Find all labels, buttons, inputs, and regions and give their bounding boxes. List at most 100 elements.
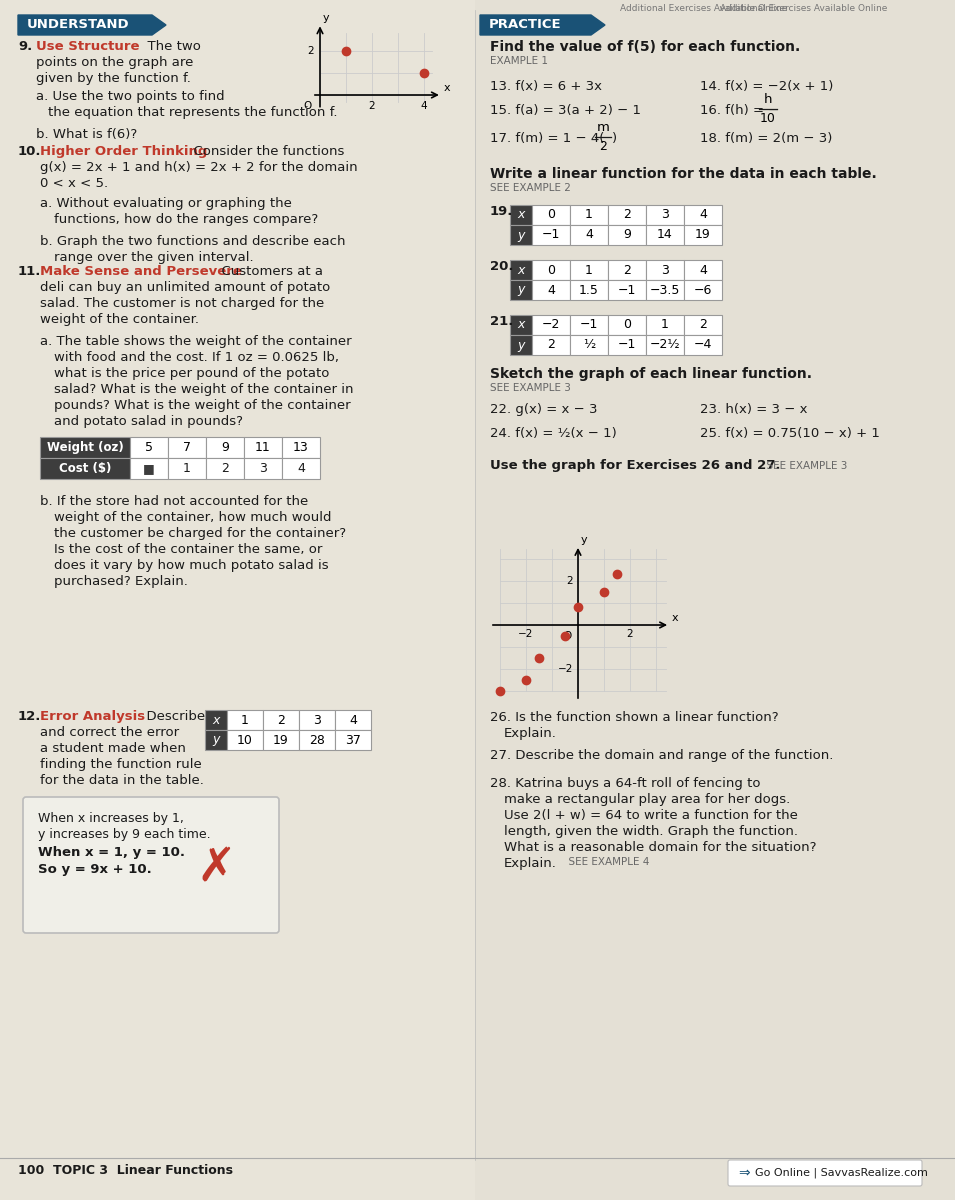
Text: b. What is f(6)?: b. What is f(6)? bbox=[36, 128, 138, 140]
Text: Describe: Describe bbox=[138, 710, 205, 722]
Text: 2: 2 bbox=[623, 264, 631, 276]
Text: weight of the container, how much would: weight of the container, how much would bbox=[54, 511, 331, 524]
Bar bbox=[570, 205, 608, 226]
Text: 28. Katrina buys a 64-ft roll of fencing to: 28. Katrina buys a 64-ft roll of fencing… bbox=[490, 778, 760, 790]
Bar bbox=[510, 335, 532, 355]
Text: 14. f(x) = −2(x + 1): 14. f(x) = −2(x + 1) bbox=[700, 80, 834, 92]
Polygon shape bbox=[480, 14, 605, 35]
Bar bbox=[205, 710, 227, 730]
Bar bbox=[335, 710, 371, 730]
Text: Sketch the graph of each linear function.: Sketch the graph of each linear function… bbox=[490, 367, 812, 382]
Text: y: y bbox=[518, 338, 524, 352]
Text: 2: 2 bbox=[277, 714, 285, 726]
Text: a student made when: a student made when bbox=[40, 742, 186, 755]
Bar bbox=[532, 280, 570, 300]
Text: 19.: 19. bbox=[490, 205, 514, 218]
Bar bbox=[646, 280, 684, 300]
Text: range over the given interval.: range over the given interval. bbox=[54, 251, 254, 264]
Bar bbox=[263, 730, 299, 750]
Text: Is the cost of the container the same, or: Is the cost of the container the same, o… bbox=[54, 542, 323, 556]
Bar bbox=[263, 710, 299, 730]
Bar bbox=[510, 260, 532, 280]
Text: The two: The two bbox=[139, 40, 201, 53]
Text: 2: 2 bbox=[221, 462, 229, 475]
Bar bbox=[244, 458, 282, 479]
Bar bbox=[244, 437, 282, 458]
Text: 0: 0 bbox=[623, 318, 631, 331]
Bar bbox=[205, 730, 227, 750]
Text: b. If the store had not accounted for the: b. If the store had not accounted for th… bbox=[40, 494, 308, 508]
Text: −2: −2 bbox=[558, 664, 573, 674]
Text: and correct the error: and correct the error bbox=[40, 726, 180, 739]
Text: 14: 14 bbox=[657, 228, 673, 241]
Text: O: O bbox=[304, 101, 312, 110]
Text: the equation that represents the function f.: the equation that represents the functio… bbox=[48, 106, 337, 119]
Text: EXAMPLE 1: EXAMPLE 1 bbox=[490, 56, 548, 66]
Text: 12.: 12. bbox=[18, 710, 41, 722]
Text: 4: 4 bbox=[297, 462, 305, 475]
Text: What is a reasonable domain for the situation?: What is a reasonable domain for the situ… bbox=[504, 841, 817, 854]
FancyBboxPatch shape bbox=[728, 1160, 922, 1186]
Text: 3: 3 bbox=[661, 264, 668, 276]
Text: Cost ($): Cost ($) bbox=[59, 462, 111, 475]
Text: ½: ½ bbox=[583, 338, 595, 352]
Bar bbox=[608, 226, 646, 245]
Text: functions, how do the ranges compare?: functions, how do the ranges compare? bbox=[54, 214, 318, 226]
Text: −1: −1 bbox=[580, 318, 598, 331]
Bar bbox=[510, 280, 532, 300]
Bar bbox=[646, 205, 684, 226]
Text: −2: −2 bbox=[519, 629, 534, 638]
Bar bbox=[608, 314, 646, 335]
Text: x: x bbox=[212, 714, 220, 726]
Text: Use Structure: Use Structure bbox=[36, 40, 139, 53]
Text: 4: 4 bbox=[585, 228, 593, 241]
Text: 3: 3 bbox=[259, 462, 267, 475]
Text: Higher Order Thinking: Higher Order Thinking bbox=[40, 145, 207, 158]
Text: 22. g(x) = x − 3: 22. g(x) = x − 3 bbox=[490, 403, 598, 416]
Bar bbox=[570, 260, 608, 280]
Text: 24. f(x) = ½(x − 1): 24. f(x) = ½(x − 1) bbox=[490, 427, 617, 440]
Text: 100  TOPIC 3  Linear Functions: 100 TOPIC 3 Linear Functions bbox=[18, 1164, 233, 1176]
Text: −2½: −2½ bbox=[649, 338, 680, 352]
Text: 2: 2 bbox=[547, 338, 555, 352]
Bar bbox=[532, 335, 570, 355]
Text: 0: 0 bbox=[547, 264, 555, 276]
Bar bbox=[646, 314, 684, 335]
Bar bbox=[608, 260, 646, 280]
Text: SEE EXAMPLE 4: SEE EXAMPLE 4 bbox=[562, 857, 649, 866]
Text: When x = 1, y = 10.: When x = 1, y = 10. bbox=[38, 846, 185, 859]
Bar bbox=[684, 205, 722, 226]
Text: Additional Exercises Available Online: Additional Exercises Available Online bbox=[720, 4, 887, 13]
Bar bbox=[570, 335, 608, 355]
Bar bbox=[646, 335, 684, 355]
Text: −1: −1 bbox=[541, 228, 561, 241]
Bar bbox=[40, 437, 130, 458]
Text: with food and the cost. If 1 oz = 0.0625 lb,: with food and the cost. If 1 oz = 0.0625… bbox=[54, 350, 339, 364]
Text: 5: 5 bbox=[145, 440, 153, 454]
Text: −4: −4 bbox=[694, 338, 712, 352]
Text: given by the function f.: given by the function f. bbox=[36, 72, 191, 85]
Bar bbox=[168, 437, 206, 458]
Text: SEE EXAMPLE 2: SEE EXAMPLE 2 bbox=[490, 182, 571, 193]
Text: ⇒: ⇒ bbox=[738, 1166, 750, 1180]
Text: Find the value of f(5) for each function.: Find the value of f(5) for each function… bbox=[490, 40, 800, 54]
Bar bbox=[570, 280, 608, 300]
Bar bbox=[282, 437, 320, 458]
Bar bbox=[608, 205, 646, 226]
Bar bbox=[684, 314, 722, 335]
Text: −1: −1 bbox=[618, 283, 636, 296]
Text: 1: 1 bbox=[585, 264, 593, 276]
Text: 27. Describe the domain and range of the function.: 27. Describe the domain and range of the… bbox=[490, 749, 834, 762]
Bar bbox=[335, 730, 371, 750]
Text: y: y bbox=[581, 535, 587, 545]
Bar bbox=[130, 437, 168, 458]
Bar bbox=[227, 710, 263, 730]
Text: 4: 4 bbox=[350, 714, 357, 726]
Text: does it vary by how much potato salad is: does it vary by how much potato salad is bbox=[54, 559, 329, 572]
Text: 2: 2 bbox=[566, 576, 573, 586]
Text: 13: 13 bbox=[293, 440, 308, 454]
Text: 37: 37 bbox=[345, 733, 361, 746]
Text: 7: 7 bbox=[183, 440, 191, 454]
Text: salad? What is the weight of the container in: salad? What is the weight of the contain… bbox=[54, 383, 353, 396]
Text: 0 < x < 5.: 0 < x < 5. bbox=[40, 176, 108, 190]
